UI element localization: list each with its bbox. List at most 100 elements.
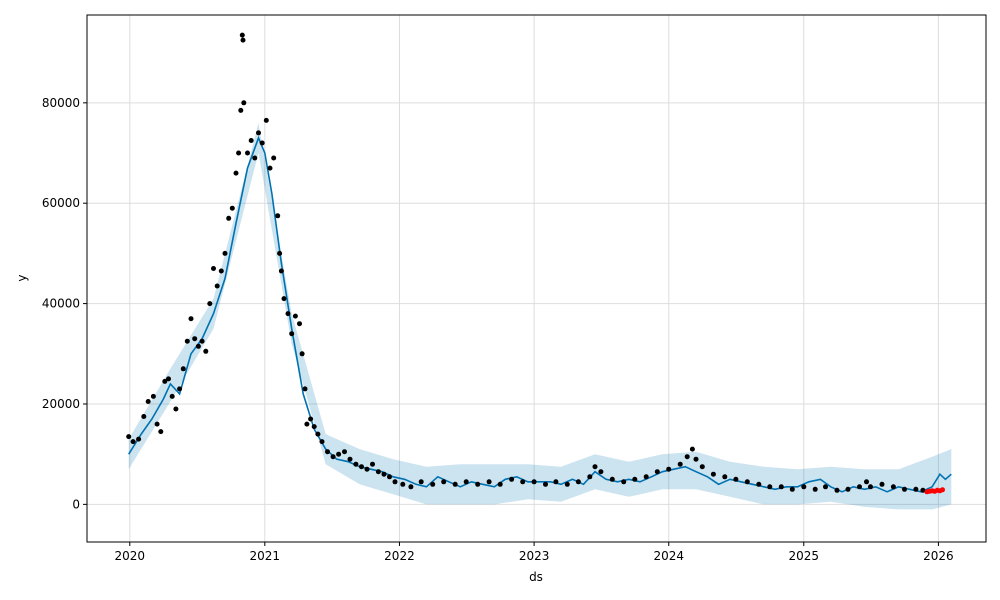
observed-point: [684, 454, 690, 460]
observed-point: [823, 484, 828, 490]
observed-point: [370, 461, 375, 467]
observed-point: [879, 481, 885, 487]
observed-point: [587, 474, 593, 480]
observed-point: [218, 268, 224, 274]
observed-point: [271, 155, 277, 161]
observed-point: [400, 481, 406, 487]
observed-point: [199, 338, 205, 344]
plot-frame: [86, 14, 987, 543]
observed-point: [188, 316, 194, 322]
observed-point: [173, 406, 179, 412]
observed-point: [666, 466, 672, 472]
observed-point: [364, 466, 370, 472]
observed-point: [592, 464, 598, 470]
observed-point: [654, 469, 660, 475]
observed-point: [864, 479, 869, 485]
observed-point: [857, 484, 862, 490]
y-tick-label: 80000: [42, 96, 80, 110]
observed-point: [756, 481, 762, 487]
observed-point: [452, 481, 458, 487]
observed-point: [486, 479, 492, 485]
observed-point: [430, 481, 436, 487]
x-tick-label: 2025: [788, 549, 819, 563]
observed-point: [192, 336, 198, 342]
observed-point: [252, 155, 258, 161]
x-tick-label: 2020: [115, 549, 146, 563]
observed-point: [553, 479, 559, 485]
observed-point: [531, 479, 537, 485]
observed-point: [297, 321, 302, 327]
observed-point: [336, 451, 342, 457]
observed-point: [226, 215, 232, 221]
observed-point: [744, 479, 750, 485]
observed-point: [643, 474, 649, 480]
observed-point: [241, 100, 247, 106]
observed-point: [141, 414, 147, 419]
forecast-line: [128, 135, 952, 493]
observed-point: [890, 484, 896, 490]
observed-point: [275, 213, 281, 219]
observed-point: [281, 296, 287, 302]
y-tick-label: 0: [72, 497, 80, 511]
observed-point: [211, 266, 216, 271]
observed-point: [285, 311, 291, 317]
observed-point: [392, 479, 398, 485]
observed-point: [299, 351, 305, 357]
observed-points: [126, 32, 926, 493]
uncertainty-area: [128, 122, 952, 510]
observed-point: [353, 461, 359, 467]
observed-point: [245, 150, 250, 156]
observed-point: [543, 481, 548, 487]
observed-point: [408, 484, 414, 490]
observed-point: [689, 446, 695, 452]
observed-point: [509, 476, 515, 482]
observed-point: [441, 479, 447, 485]
observed-point: [621, 479, 627, 485]
observed-point: [236, 150, 242, 156]
observed-point: [154, 421, 160, 427]
observed-point: [710, 471, 716, 477]
observed-point: [520, 479, 526, 485]
observed-point: [267, 165, 273, 171]
x-tick-label: 2024: [653, 549, 684, 563]
observed-point: [497, 481, 503, 487]
x-tick-label: 2021: [250, 549, 281, 563]
observed-point: [145, 399, 151, 404]
observed-point: [166, 376, 171, 382]
uncertainty-band: [128, 122, 952, 510]
observed-point: [239, 32, 245, 38]
observed-point: [150, 393, 156, 399]
observed-point: [162, 378, 168, 384]
observed-point: [325, 449, 330, 455]
observed-point: [207, 301, 213, 307]
observed-point: [136, 436, 142, 442]
observed-point: [259, 140, 265, 146]
observed-point: [609, 476, 615, 482]
observed-point: [229, 205, 235, 211]
observed-point: [564, 481, 570, 487]
observed-point: [834, 487, 840, 493]
x-tick-label: 2023: [519, 549, 550, 563]
observed-point: [347, 456, 353, 462]
x-tick-label: 2026: [923, 549, 954, 563]
forecast-line-group: [128, 135, 952, 493]
y-axis-ticks: 0 20000 40000 60000 80000: [42, 96, 87, 511]
observed-point: [158, 429, 164, 435]
observed-point: [722, 474, 728, 480]
observed-point: [169, 393, 175, 399]
observed-point: [902, 486, 907, 492]
observed-point: [359, 464, 364, 470]
y-tick-label: 60000: [42, 196, 80, 210]
observed-point: [311, 424, 317, 430]
observed-point: [387, 474, 392, 480]
observed-point: [767, 484, 773, 490]
observed-point: [693, 456, 699, 462]
observed-point: [319, 439, 325, 445]
observed-point: [289, 331, 295, 337]
actual-future-point: [940, 487, 945, 493]
observed-point: [699, 464, 705, 470]
observed-point: [598, 469, 604, 475]
y-tick-label: 40000: [42, 297, 80, 311]
observed-point: [342, 449, 347, 455]
